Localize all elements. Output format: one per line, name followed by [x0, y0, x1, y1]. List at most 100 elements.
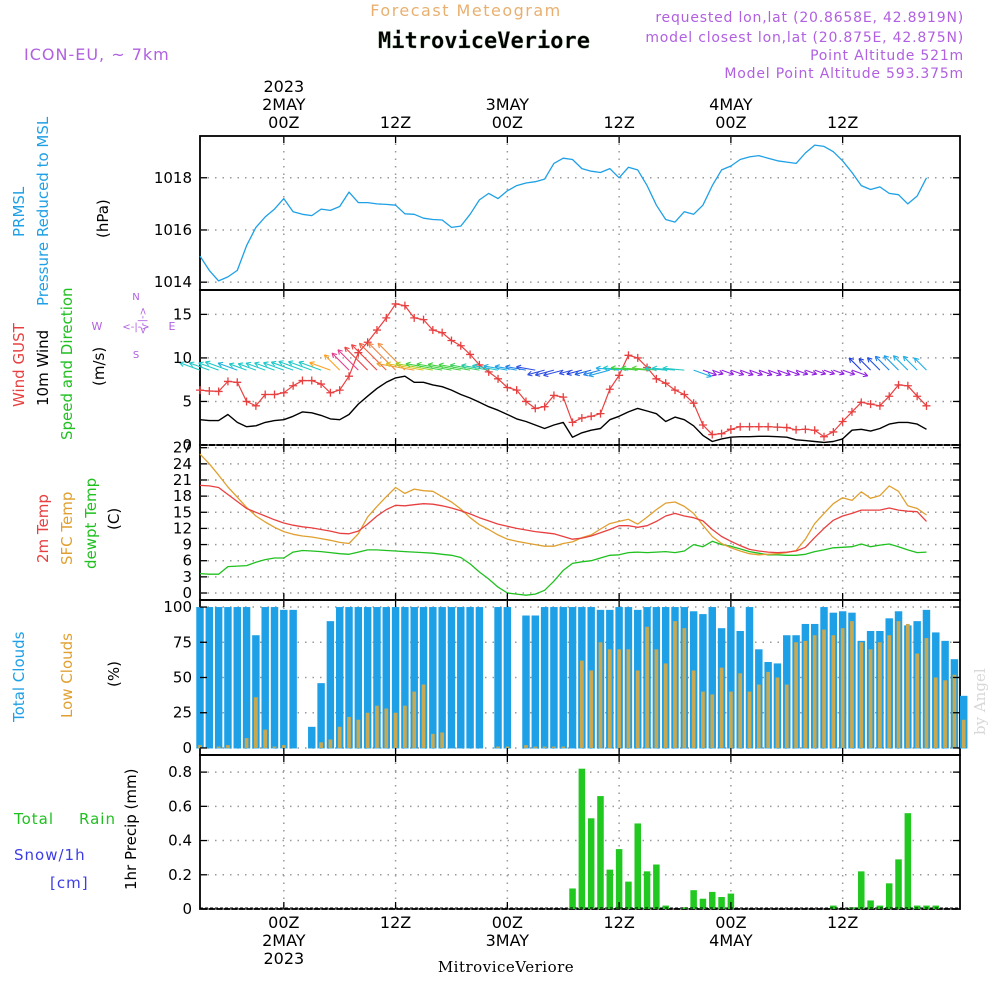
gust-marker [475, 360, 484, 369]
low-cloud-bar [524, 745, 528, 748]
wind-arrow [198, 362, 219, 371]
wind-arrow [516, 366, 536, 371]
precip-bar [708, 891, 716, 909]
wind-arrow [427, 363, 461, 371]
total-cloud-bar [531, 615, 540, 749]
time-label-bottom: 2MAY [262, 931, 306, 950]
wind-arrow-head [527, 370, 533, 377]
low-cloud-bar [896, 621, 901, 748]
wind-arrow-head [662, 365, 668, 372]
gust-marker [764, 422, 773, 431]
gust-marker [400, 301, 409, 310]
gust-marker [680, 390, 689, 399]
precip-unit: 1hr Precip (mm) [122, 769, 140, 890]
total-cloud-bar [224, 607, 232, 749]
low-cloud-bar [756, 684, 761, 748]
cloud-unit: (%) [105, 661, 123, 687]
wind-arrow [271, 361, 294, 371]
gust-marker [363, 338, 372, 347]
gust-marker [568, 418, 577, 427]
gust-marker [233, 378, 242, 387]
wind-arrow [758, 369, 773, 376]
wind-arrow-head [651, 365, 658, 372]
wind-arrow [416, 363, 452, 371]
low-cloud-bar [729, 691, 733, 748]
point-altitude: Point Altitude 521m [810, 48, 964, 64]
y-tick-label: 1018 [154, 169, 192, 187]
wind-arrow [494, 365, 517, 371]
wind-arrow-head [376, 361, 382, 368]
wind-arrow [702, 369, 717, 376]
wind-arrow [483, 365, 508, 371]
wind-arrow-head [892, 355, 899, 361]
wind-arrow-head [516, 364, 522, 371]
low-cloud-bar [337, 726, 342, 748]
wind-arrow [205, 361, 229, 371]
wind-arrow [721, 369, 734, 376]
wind-arrow [376, 362, 415, 371]
low-cloud-bar [607, 649, 612, 748]
wind-arrow-head [288, 360, 294, 366]
wind-unit: (m/s) [90, 347, 108, 386]
y-tick-label: 15 [173, 305, 192, 323]
pressure-label-2: Pressure Reduced to MSL [34, 116, 52, 306]
wind-arrow-head [505, 364, 511, 371]
compass-w: W [92, 320, 103, 333]
gust-marker [652, 374, 661, 383]
wind-arrow [833, 369, 845, 375]
low-cloud-bar [216, 746, 221, 748]
wind-arrow-head [245, 361, 252, 368]
low-cloud-label: Low Clouds [58, 633, 76, 718]
total-cloud-bar [326, 621, 335, 749]
gust-marker [801, 425, 810, 434]
wind-arrow-head [595, 365, 601, 372]
gust-marker [382, 313, 391, 322]
wind-arrow-head [913, 357, 920, 363]
total-cloud-bar [401, 607, 409, 749]
low-cloud-bar [626, 649, 631, 748]
precip-bar [578, 768, 586, 909]
gust-marker [456, 341, 465, 350]
time-label-bottom: 00Z [268, 913, 299, 932]
total-cloud-bar [354, 607, 363, 749]
low-cloud-bar [403, 705, 407, 748]
low-cloud-bar [784, 684, 789, 748]
gust-marker [279, 388, 288, 397]
wind-arrow-head [461, 363, 467, 369]
time-label-top: 2MAY [262, 95, 306, 114]
wind-arrow [574, 369, 592, 375]
low-cloud-bar [747, 691, 752, 748]
wind-arrow-head [811, 370, 818, 376]
temp-unit: (C) [105, 508, 123, 530]
time-label-top: 12Z [827, 113, 858, 132]
y-tick-label: 9 [182, 536, 192, 554]
precip-bar [830, 905, 837, 909]
low-cloud-bar [840, 628, 845, 748]
y-tick-label: 24 [173, 455, 192, 473]
wind-arrow-head [263, 361, 269, 367]
gust-marker [866, 400, 875, 409]
total-cloud-bar [317, 683, 325, 749]
gust-marker [633, 353, 642, 362]
total-cloud-bar [522, 615, 530, 749]
low-cloud-bar [393, 712, 398, 748]
low-cloud-bar [878, 642, 882, 748]
wind-arrow [712, 369, 724, 375]
precip-bar [625, 881, 632, 909]
precip-bar [876, 905, 884, 909]
gust-marker [671, 386, 679, 395]
total-cloud-label: Total Clouds [10, 631, 28, 723]
wind-arrow [858, 358, 871, 371]
y-tick-label: 0 [182, 436, 192, 454]
wind-arrow [505, 365, 527, 371]
wind-arrow-head [368, 342, 374, 349]
total-cloud-bar [457, 607, 465, 749]
wind-arrow [867, 357, 881, 371]
wind-arrow [438, 364, 471, 371]
low-cloud-bar [738, 673, 743, 748]
wind-arrow [535, 369, 555, 376]
pressure-labels: PRMSL Pressure Reduced to MSL (hPa) [10, 116, 112, 306]
wind-arrow [610, 367, 638, 371]
low-cloud-bar [812, 635, 817, 748]
wind-arrow [730, 369, 744, 376]
